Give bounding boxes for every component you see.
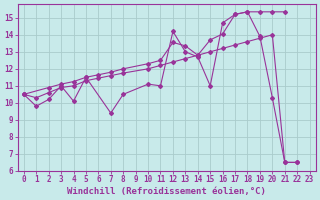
X-axis label: Windchill (Refroidissement éolien,°C): Windchill (Refroidissement éolien,°C) (67, 187, 266, 196)
